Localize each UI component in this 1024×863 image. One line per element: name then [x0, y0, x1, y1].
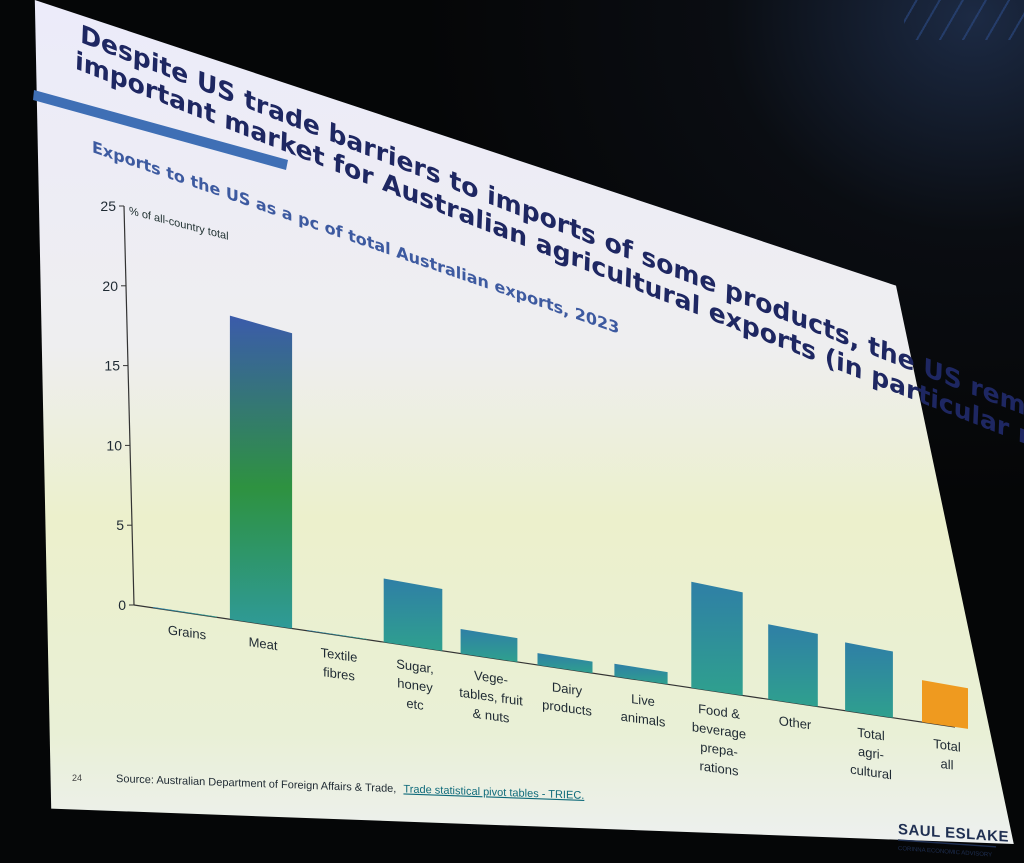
- ceiling-truss: [904, 0, 1024, 40]
- x-tick-label: Other: [779, 713, 812, 733]
- bar-dairy-products: [537, 653, 593, 674]
- x-tick-label-line: Dairy: [552, 679, 583, 698]
- x-tick-label: Liveanimals: [621, 690, 666, 730]
- x-tick-label-line: Textile: [321, 645, 358, 665]
- x-tick-label-line: Meat: [249, 634, 278, 653]
- x-tick-label-line: Total: [857, 725, 885, 744]
- source-text: Source: Australian Department of Foreign…: [116, 773, 584, 802]
- brand-logo-text: SAUL ESLAKE: [898, 821, 1009, 846]
- x-tick-label-line: cultural: [850, 762, 892, 783]
- bar-textile-fibres: [306, 629, 368, 640]
- x-tick-label-line: fibres: [323, 664, 355, 683]
- y-tick-label: 15: [104, 358, 120, 374]
- y-axis-line: [123, 205, 135, 606]
- x-tick-label-line: & nuts: [473, 706, 510, 726]
- x-tick-label-line: animals: [621, 709, 666, 730]
- x-tick-label: Grains: [168, 622, 207, 642]
- x-tick-label: Vege-tables, fruit& nuts: [459, 666, 523, 728]
- y-tick-label: 5: [116, 517, 124, 533]
- bar-total-agri-cultural: [845, 642, 893, 718]
- slide-title-line2: important market for Australian agricult…: [75, 46, 1024, 480]
- bar-meat: [229, 315, 293, 629]
- x-tick-label-line: Other: [779, 713, 812, 733]
- x-tick-label: Meat: [249, 634, 278, 653]
- x-tick-label-line: Live: [631, 691, 655, 709]
- page-number: 24: [72, 773, 82, 783]
- x-tick-label-line: Food &: [698, 701, 740, 722]
- bar-vege-tables-fruit-nuts: [460, 629, 518, 662]
- x-tick-label: Food &beverageprepa-rations: [692, 700, 746, 780]
- bar-food-beverage-prepa-rations: [691, 581, 743, 696]
- category-labels: Grains Meat Textilefibres Sugar,honeyetc Veg…: [168, 622, 961, 782]
- x-tick-label: Textilefibres: [321, 645, 358, 684]
- y-tick-label: 10: [106, 437, 122, 453]
- x-tick-label-line: tables, fruit: [459, 685, 523, 709]
- x-tick-label-line: rations: [700, 758, 739, 778]
- x-tick-label-line: Total: [933, 736, 961, 755]
- title-accent-bar: [33, 90, 288, 170]
- y-axis-ticks: 0 5 10 15 20 25: [100, 198, 134, 613]
- bar-grains: [153, 607, 217, 618]
- y-axis-unit-label: % of all-country total: [129, 205, 229, 243]
- x-tick-label: Sugar,honeyetc: [396, 656, 434, 714]
- bar-series: [153, 315, 968, 729]
- x-tick-label-line: agri-: [858, 744, 884, 763]
- y-tick-label: 20: [102, 278, 118, 294]
- bar-sugar-honey-etc: [383, 578, 443, 651]
- brand-underline: [898, 839, 996, 848]
- y-tick-label: 0: [118, 597, 126, 613]
- x-tick-label-line: products: [542, 697, 592, 719]
- brand-subtitle: CORINNA ECONOMIC ADVISORY: [898, 846, 992, 859]
- bar-other: [768, 624, 818, 707]
- y-tick-label: 25: [100, 198, 116, 214]
- x-tick-label-line: honey: [397, 675, 433, 695]
- x-tick-label-line: Vege-: [474, 668, 508, 688]
- x-tick-label-line: Grains: [168, 622, 207, 642]
- source-link[interactable]: Trade statistical pivot tables - TRIEC.: [403, 783, 584, 802]
- x-tick-label: Dairyproducts: [542, 678, 592, 719]
- bar-total-all: [922, 680, 968, 729]
- x-tick-label-line: all: [941, 756, 954, 773]
- source-label: Source: Australian Department of Foreign…: [116, 773, 396, 795]
- x-tick-label-line: prepa-: [700, 739, 738, 759]
- bar-live-animals: [614, 663, 668, 685]
- x-tick-label: Totalagri-cultural: [850, 724, 892, 783]
- x-tick-label: Totalall: [933, 736, 961, 774]
- x-tick-label-line: etc: [406, 696, 424, 713]
- x-tick-label-line: Sugar,: [396, 656, 434, 676]
